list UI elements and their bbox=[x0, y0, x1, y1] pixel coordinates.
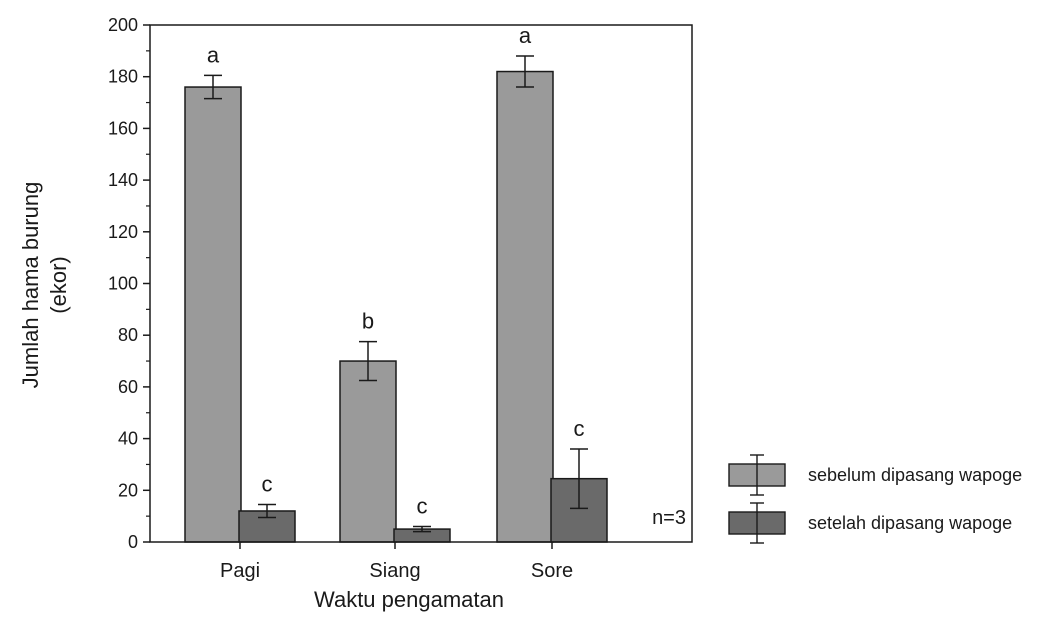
legend: sebelum dipasang wapoge setelah dipasang… bbox=[728, 454, 1022, 544]
legend-item-setelah bbox=[728, 502, 786, 544]
legend-item-sebelum bbox=[728, 454, 786, 496]
x-tick-label: Siang bbox=[369, 560, 420, 582]
significance-letter: a bbox=[207, 42, 220, 67]
plot-frame bbox=[149, 24, 693, 543]
significance-letter: a bbox=[519, 23, 532, 48]
significance-letter: c bbox=[262, 472, 273, 497]
y-tick-label: 60 bbox=[118, 377, 138, 397]
y-tick-label: 0 bbox=[128, 532, 138, 552]
bar-sebelum-pagi bbox=[184, 86, 242, 543]
significance-letter: b bbox=[362, 309, 374, 334]
legend-label-setelah: setelah dipasang wapoge bbox=[808, 513, 1012, 533]
y-tick-label: 200 bbox=[108, 15, 138, 35]
y-axis: 0 20 40 60 80 100 120 140 160 180 200 bbox=[108, 15, 150, 552]
y-tick-label: 80 bbox=[118, 325, 138, 345]
x-axis-title: Waktu pengamatan bbox=[314, 587, 504, 612]
bar-sebelum-siang bbox=[339, 360, 397, 543]
y-tick-label: 180 bbox=[108, 67, 138, 87]
legend-label-sebelum: sebelum dipasang wapoge bbox=[808, 465, 1022, 485]
y-tick-label: 100 bbox=[108, 274, 138, 294]
y-tick-label: 40 bbox=[118, 429, 138, 449]
y-axis-title-line-2: (ekor) bbox=[46, 256, 71, 313]
x-axis: Pagi Siang Sore bbox=[220, 542, 573, 582]
sample-size-annotation: n=3 bbox=[652, 507, 686, 529]
bars-layer bbox=[184, 70, 608, 543]
y-tick-label: 20 bbox=[118, 480, 138, 500]
y-axis-title-line-1: Jumlah hama burung bbox=[18, 182, 43, 389]
error-bars-layer bbox=[204, 55, 588, 533]
y-tick-label: 140 bbox=[108, 170, 138, 190]
y-tick-label: 120 bbox=[108, 222, 138, 242]
significance-letters-layer: a b a c c c bbox=[207, 23, 585, 518]
y-tick-label: 160 bbox=[108, 118, 138, 138]
significance-letter: c bbox=[417, 493, 428, 518]
bar-sebelum-sore bbox=[496, 70, 554, 543]
x-tick-label: Sore bbox=[531, 560, 573, 582]
significance-letter: c bbox=[574, 416, 585, 441]
x-tick-label: Pagi bbox=[220, 560, 260, 582]
y-axis-title: Jumlah hama burung (ekor) bbox=[18, 182, 71, 389]
